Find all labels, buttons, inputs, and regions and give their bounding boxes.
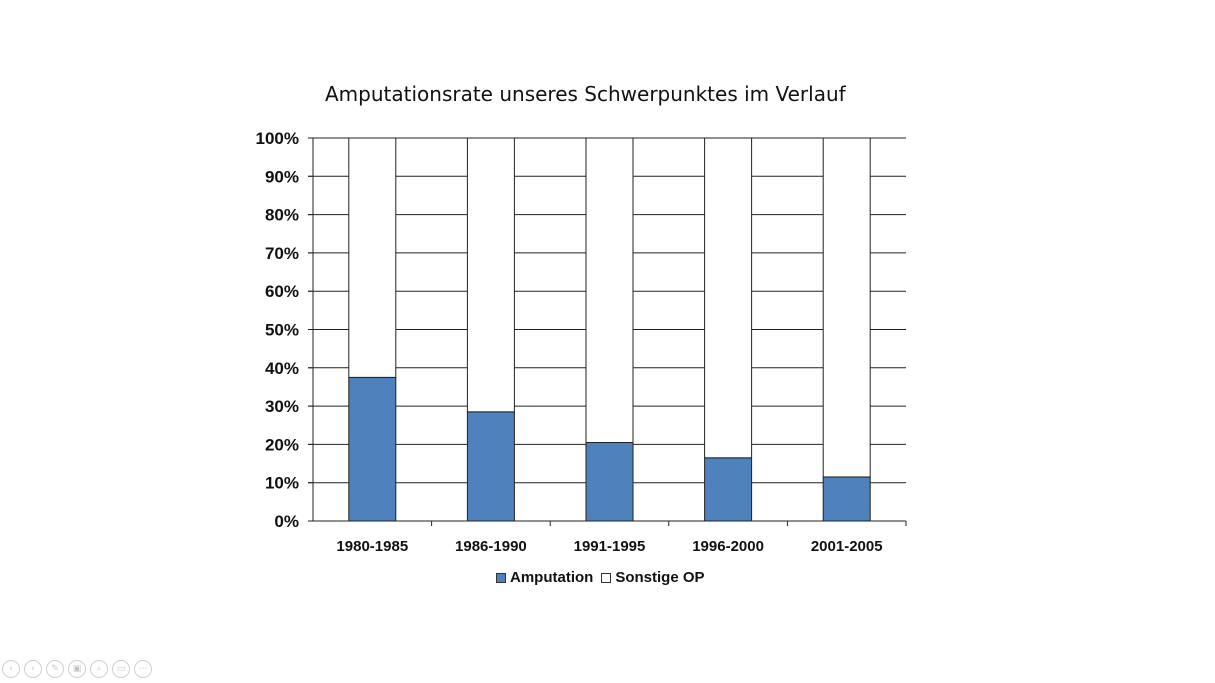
zoom-icon[interactable]: ⌕ [90,660,108,678]
bar-1-2 [585,137,634,443]
axis-layer [308,137,907,526]
y-tick-label: 40% [265,359,299,378]
legend-item-amputation: Amputation [496,569,593,586]
legend-item-sonstige-op: Sonstige OP [601,569,705,586]
x-tick-label: 1991-1995 [574,538,646,555]
slides-icon[interactable]: ▣ [68,660,86,678]
y-tick-label: 90% [265,167,299,186]
bar-1-0 [348,137,397,378]
legend-swatch-amputation [496,572,506,583]
bar-0-4 [822,476,871,522]
bar-0-2 [585,441,634,522]
x-tick-label: 1996-2000 [692,538,764,555]
bar-1-1 [466,137,515,413]
bar-1-3 [704,137,753,459]
legend-swatch-sonstige-op [601,572,612,583]
labels-layer: 0% 10% 20% 30% 40% 50% 60% 70% 80% 90% 100% 1980-19… [256,129,883,555]
subtitle-icon[interactable]: ▭ [112,660,130,678]
bar-0-1 [466,411,515,522]
legend-label-sonstige-op: Sonstige OP [615,569,705,586]
y-tick-label: 80% [265,206,299,225]
legend: Amputation Sonstige OP [496,569,713,586]
prev-icon[interactable]: ‹ [2,660,20,678]
more-icon[interactable]: ⋯ [134,660,152,678]
y-tick-label: 0% [274,512,299,531]
pen-icon[interactable]: ✎ [46,660,64,678]
chart-title: Amputationsrate unseres Schwerpunktes im… [325,82,846,106]
x-tick-label: 1980-1985 [336,538,408,555]
bar-0-0 [348,376,397,522]
y-tick-label: 50% [265,321,299,340]
y-tick-label: 20% [265,435,299,454]
slideshow-toolbar: ‹ › ✎ ▣ ⌕ ▭ ⋯ [2,660,152,678]
y-tick-label: 100% [256,129,299,148]
x-tick-label: 2001-2005 [811,538,883,555]
y-tick-label: 30% [265,397,299,416]
bar-0-3 [704,457,753,522]
bars-layer [348,137,871,522]
next-icon[interactable]: › [24,660,42,678]
bar-1-4 [822,137,871,478]
y-tick-label: 10% [265,474,299,493]
y-tick-label: 60% [265,282,299,301]
legend-label-amputation: Amputation [510,569,594,586]
y-tick-label: 70% [265,244,299,263]
x-tick-label: 1986-1990 [455,538,527,555]
